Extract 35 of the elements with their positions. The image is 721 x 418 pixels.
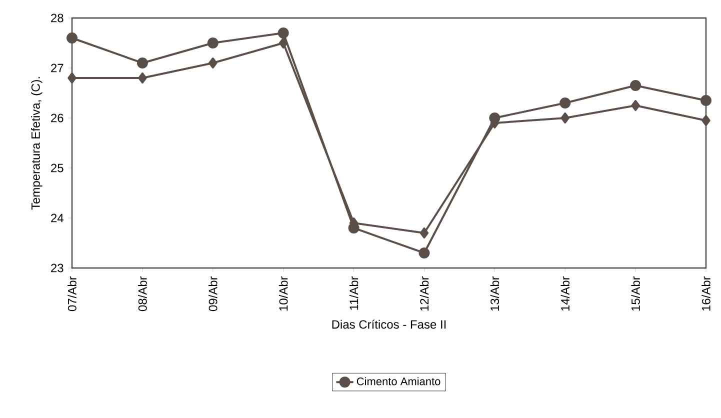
x-tick-label: 16/Abr bbox=[702, 276, 710, 311]
y-tick-label: 28 bbox=[51, 14, 64, 22]
point bbox=[560, 97, 571, 108]
y-tick-label: 27 bbox=[51, 64, 64, 72]
point bbox=[138, 72, 147, 84]
point bbox=[207, 38, 218, 48]
y-tick-label: 24 bbox=[51, 214, 64, 222]
x-tick-label: 13/Abr bbox=[490, 276, 500, 311]
point bbox=[700, 94, 712, 106]
point bbox=[208, 57, 218, 68]
x-tick-label: 11/Abr bbox=[349, 276, 358, 310]
point bbox=[66, 32, 78, 44]
point bbox=[631, 100, 640, 111]
legend-label: Cimento Amianto bbox=[356, 377, 440, 386]
y-tick-label: 23 bbox=[51, 264, 64, 272]
point bbox=[278, 27, 289, 38]
point bbox=[136, 57, 148, 68]
point bbox=[702, 114, 710, 126]
x-tick-label: 12/Abr bbox=[420, 276, 429, 311]
x-axis-title: Dias Críticos - Fase II bbox=[332, 320, 446, 329]
point bbox=[630, 80, 642, 91]
y-tick-label: 25 bbox=[51, 164, 64, 172]
point bbox=[68, 72, 76, 84]
x-tick-label: 10/Abr bbox=[278, 276, 288, 311]
x-tick-label: 08/Abr bbox=[138, 276, 147, 312]
x-tick-label: 09/Abr bbox=[208, 276, 218, 312]
x-tick-label: 15/Abr bbox=[631, 276, 640, 311]
y-axis-title: Temperatura Efetiva, (C). bbox=[31, 77, 42, 210]
point bbox=[278, 38, 288, 48]
point bbox=[420, 227, 429, 238]
x-tick-label: 07/Abr bbox=[68, 276, 76, 312]
x-tick-label: 14/Abr bbox=[560, 276, 570, 311]
point bbox=[560, 112, 570, 124]
y-tick-label: 26 bbox=[51, 114, 64, 122]
point bbox=[418, 247, 430, 258]
